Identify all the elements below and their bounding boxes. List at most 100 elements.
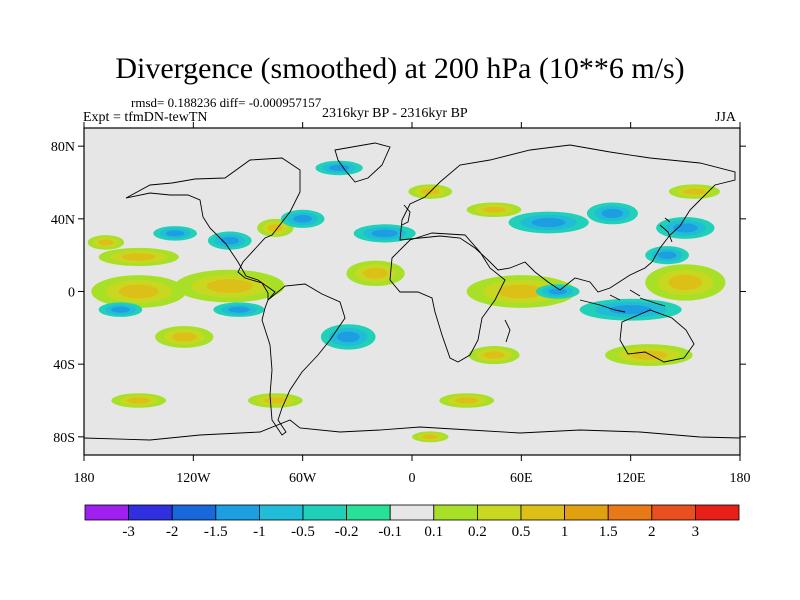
colorbar-label: -0.1 — [378, 524, 402, 540]
field-neg-24 — [320, 324, 376, 350]
field-contour — [455, 397, 479, 404]
colorbar-label: -0.2 — [335, 524, 359, 540]
colorbar-swatch — [346, 504, 391, 521]
field-pos-29 — [248, 393, 303, 408]
colorbar-swatch — [607, 504, 653, 521]
field-contour — [482, 206, 506, 213]
field-pos-18 — [466, 275, 576, 308]
field-pos-9 — [466, 202, 522, 218]
y-tick-label: 40S — [53, 358, 75, 373]
field-neg-20 — [98, 302, 143, 317]
field-contour — [601, 208, 624, 218]
colorbar-label: -1.5 — [204, 524, 228, 540]
field-pos-17 — [346, 260, 405, 287]
colorbar-swatch — [215, 504, 260, 521]
colorbar-swatch — [302, 504, 347, 521]
field-contour — [657, 251, 677, 259]
y-tick-label: 80S — [53, 431, 75, 446]
x-tick-label: 180 — [74, 471, 95, 486]
colorbar-label: 0.5 — [512, 524, 531, 540]
field-neg-22 — [535, 284, 580, 299]
x-tick-label: 60W — [289, 471, 317, 486]
field-contour — [498, 284, 545, 299]
field-contour — [683, 188, 706, 195]
colorbar-label: 3 — [692, 524, 700, 540]
field-pos-12 — [668, 184, 720, 199]
field-contour — [668, 274, 703, 291]
colorbar-swatch — [389, 504, 435, 521]
field-contour — [673, 223, 698, 233]
divergence-fields — [87, 160, 726, 443]
field-contour — [98, 239, 114, 246]
colorbar-label: -0.5 — [291, 524, 315, 540]
field-contour — [165, 230, 185, 237]
colorbar-label: -1 — [253, 524, 266, 540]
x-tick-label: 0 — [409, 471, 416, 486]
colorbar-label: 2 — [648, 524, 656, 540]
field-contour — [111, 306, 130, 313]
y-tick-label: 80N — [51, 140, 75, 155]
field-contour — [263, 397, 287, 404]
x-tick-label: 120W — [176, 471, 211, 486]
colorbar-swatch — [476, 504, 522, 521]
field-neg-14 — [645, 246, 689, 265]
colorbar-swatch — [433, 504, 478, 521]
x-tick-label: 180 — [730, 471, 751, 486]
field-pos-26 — [605, 344, 693, 366]
colorbar-swatch — [564, 504, 609, 521]
colorbar-label: 1 — [561, 524, 569, 540]
colorbar-swatch — [171, 504, 217, 521]
colorbar-swatch — [651, 504, 696, 521]
field-neg-21 — [213, 302, 265, 317]
colorbar-swatch — [84, 504, 129, 521]
field-pos-28 — [111, 393, 166, 408]
map-title: Divergence (smoothed) at 200 hPa (10**6 … — [115, 52, 685, 85]
field-pos-1 — [98, 247, 179, 267]
x-tick-label: 60E — [510, 471, 533, 486]
colorbar-label: 0.2 — [468, 524, 487, 540]
field-pos-25 — [468, 346, 520, 365]
period-label: 2316kyr BP - 2316kyr BP — [322, 106, 468, 121]
field-neg-5 — [280, 209, 325, 228]
field-neg-13 — [656, 217, 715, 239]
field-pos-15 — [91, 275, 187, 308]
colorbar-swatch — [128, 504, 173, 521]
field-neg-2 — [153, 226, 197, 241]
map-axes: 180 120W 60W 0 60E 120E 180 80N 40N 0 40S 80S — [51, 122, 751, 486]
field-contour — [630, 350, 668, 360]
colorbar-label: -3 — [122, 524, 135, 540]
x-tick-label: 120E — [616, 471, 646, 486]
field-pos-27 — [155, 326, 214, 348]
field-contour — [171, 332, 197, 342]
field-neg-3 — [207, 231, 252, 250]
field-neg-6 — [315, 160, 363, 176]
field-contour — [293, 215, 312, 223]
colorbar-swatch — [520, 504, 565, 521]
y-tick-label: 40N — [51, 213, 75, 228]
field-pos-16 — [175, 269, 285, 303]
field-contour — [329, 164, 350, 172]
field-neg-11 — [586, 202, 638, 225]
field-contour — [363, 267, 388, 279]
field-pos-0 — [87, 235, 125, 250]
field-contour — [548, 288, 567, 295]
colorbar-label: 1.5 — [599, 524, 618, 540]
field-contour — [422, 434, 438, 440]
stats-text: rmsd= 0.188236 diff= -0.000957157 — [131, 95, 322, 110]
field-contour — [220, 236, 239, 245]
field-contour — [118, 284, 159, 299]
field-contour — [127, 397, 151, 404]
field-pos-31 — [412, 431, 449, 443]
field-neg-10 — [508, 211, 589, 234]
field-neg-23 — [579, 298, 682, 321]
field-contour — [531, 217, 566, 228]
field-contour — [228, 306, 250, 313]
field-contour — [336, 331, 360, 343]
field-contour — [371, 229, 398, 238]
colorbar: -3 -2 -1.5 -1 -0.5 -0.2 -0.1 0.1 0.2 0.5 1 1.5 2 3 — [84, 504, 740, 540]
field-pos-30 — [439, 393, 494, 408]
field-contour — [121, 253, 156, 261]
field-contour — [206, 279, 253, 293]
experiment-label: Expt = tfmDN-tewTN — [83, 110, 208, 125]
